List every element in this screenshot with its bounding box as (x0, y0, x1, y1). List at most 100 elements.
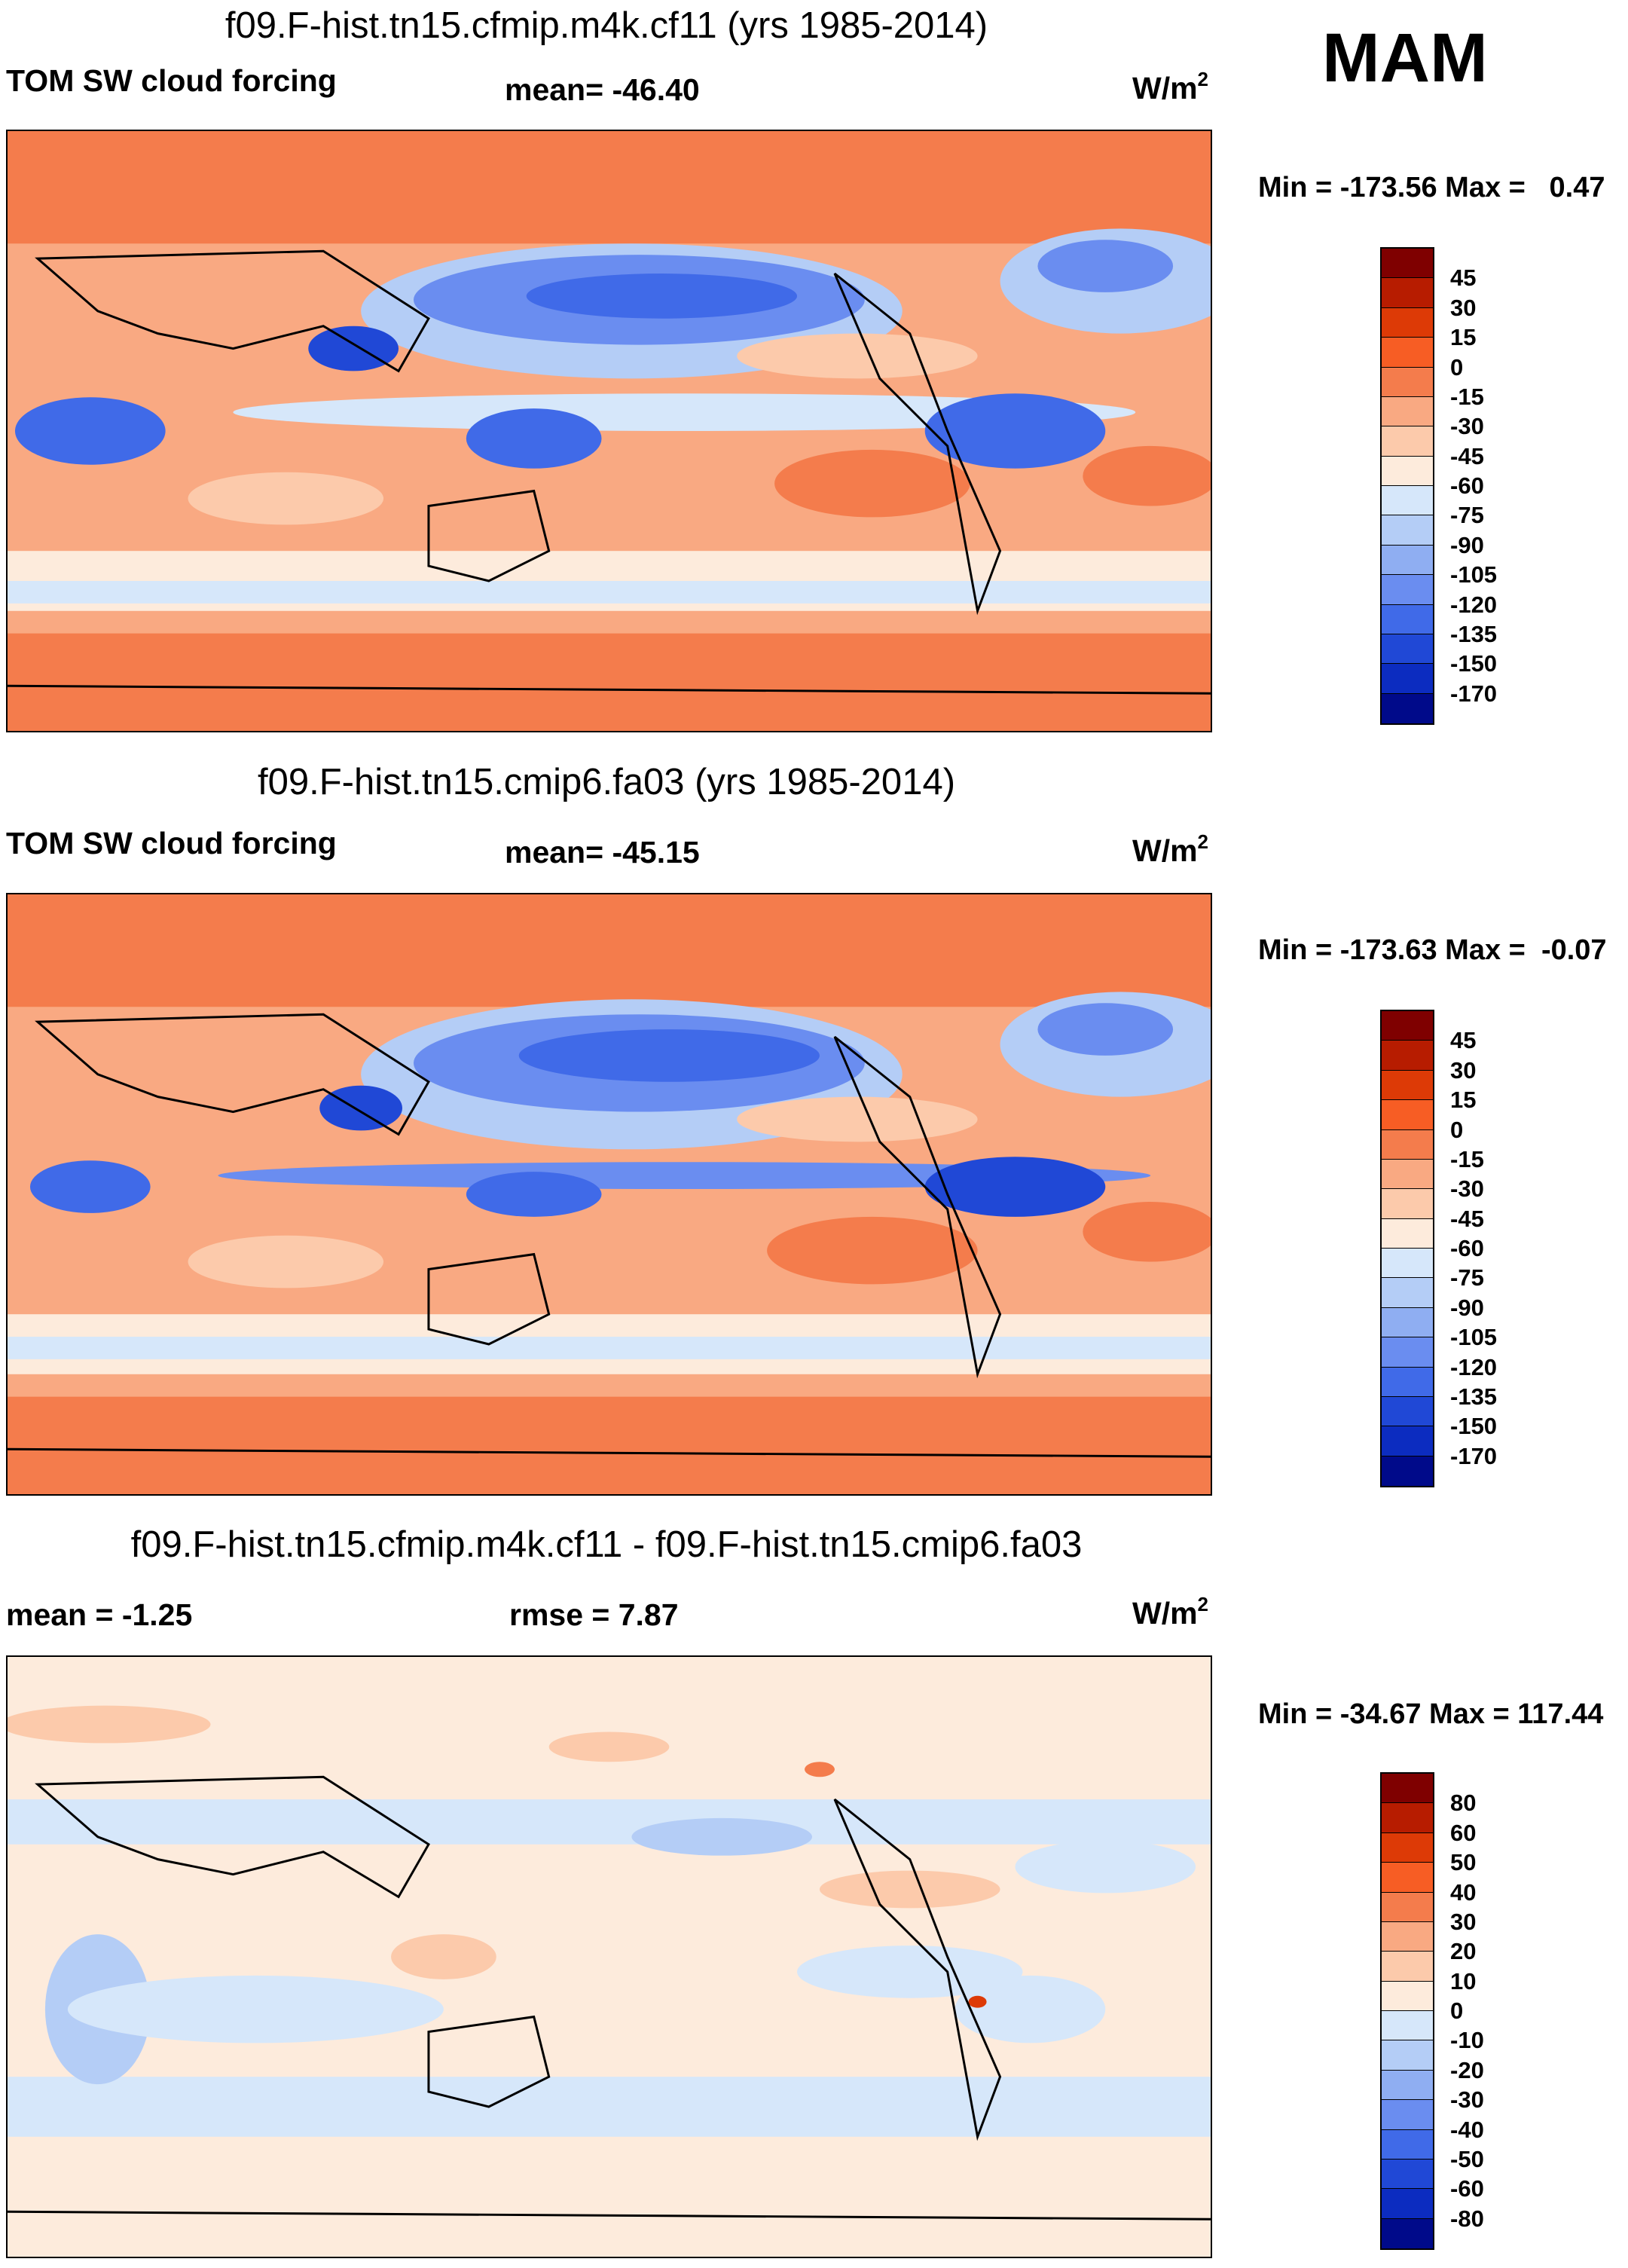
colorbar-tick-label: -150 (1450, 650, 1498, 677)
colorbar-tick-label: -30 (1450, 413, 1484, 440)
panel-3-title: f09.F-hist.tn15.cfmip.m4k.cf11 - f09.F-h… (130, 1524, 1083, 1565)
colorbar-tick-label: -30 (1450, 1175, 1484, 1203)
colorbar-swatch (1382, 1456, 1433, 1486)
colorbar-swatch (1382, 1892, 1433, 1922)
colorbar-tick-label: -15 (1450, 383, 1484, 410)
colorbar-tick-label: -135 (1450, 1383, 1498, 1410)
colorbar-swatch (1382, 575, 1433, 605)
panel-3-mean-label: mean = -1.25 (6, 1597, 193, 1632)
colorbar-swatch (1382, 249, 1433, 279)
panel-1-mean-label: mean= -46.40 (505, 72, 700, 107)
colorbar-tick-label: -45 (1450, 1205, 1484, 1232)
colorbar-tick-label: -60 (1450, 2175, 1484, 2202)
colorbar-tick-label: -15 (1450, 1145, 1484, 1172)
season-label: MAM (1322, 20, 1488, 96)
colorbar-swatch (1382, 1307, 1433, 1338)
colorbar-swatch (1382, 307, 1433, 338)
colorbar-swatch (1382, 2070, 1433, 2101)
colorbar-swatch (1382, 2159, 1433, 2190)
colorbar-swatch (1382, 1981, 1433, 2011)
colorbar-swatch (1382, 1337, 1433, 1368)
colorbar-swatch (1382, 1426, 1433, 1456)
colorbar-swatch (1382, 604, 1433, 634)
colorbar-tick-label: 15 (1450, 324, 1477, 351)
colorbar-tick-label: -10 (1450, 2027, 1484, 2054)
colorbar-swatch (1382, 1832, 1433, 1863)
colorbar-tick-label: -90 (1450, 531, 1484, 558)
colorbar-tick-label: -120 (1450, 591, 1498, 618)
colorbar-tick-label: -170 (1450, 680, 1498, 707)
colorbar-tick-label: 30 (1450, 294, 1477, 321)
panel-3-rmse-label: rmse = 7.87 (509, 1597, 679, 1632)
colorbar-swatch (1382, 1774, 1433, 1804)
colorbar-tick-label: 45 (1450, 264, 1477, 292)
colorbar-swatch (1382, 1159, 1433, 1190)
colorbar-tick-label: 0 (1450, 1997, 1464, 2024)
colorbar-tick-label: 10 (1450, 1967, 1477, 1994)
panel-2-mean-label: mean= -45.15 (505, 835, 700, 870)
colorbar-swatch (1382, 1129, 1433, 1160)
colorbar-tick-label: -40 (1450, 2116, 1484, 2143)
colorbar-swatch (1382, 1011, 1433, 1041)
colorbar-tick-label: 30 (1450, 1908, 1477, 1935)
colorbar-tick-label: 80 (1450, 1790, 1477, 1817)
colorbar-tick-label: 0 (1450, 353, 1464, 381)
colorbar-tick-label: 20 (1450, 1938, 1477, 1965)
colorbar-swatch (1382, 396, 1433, 427)
panel-3-contour-map (8, 1657, 1211, 2257)
colorbar-swatch (1382, 2011, 1433, 2041)
colorbar-tick-label: -75 (1450, 1264, 1484, 1291)
colorbar-swatch (1382, 426, 1433, 457)
colorbar-swatch (1382, 338, 1433, 368)
colorbar-swatch (1382, 1396, 1433, 1427)
colorbar-tick-label: 15 (1450, 1087, 1477, 1114)
panel-1-variable-label: TOM SW cloud forcing (6, 63, 337, 98)
panel-3-map (6, 1655, 1212, 2258)
colorbar-swatch (1382, 2100, 1433, 2130)
colorbar-swatch (1382, 1803, 1433, 1833)
panel-3-minmax: Min = -34.67 Max = 117.44 (1258, 1698, 1604, 1730)
colorbar-tick-label: 40 (1450, 1878, 1477, 1906)
colorbar-tick-label: -90 (1450, 1294, 1484, 1321)
panel-1-colorbar (1380, 247, 1434, 725)
panel-2-title: f09.F-hist.tn15.cmip6.fa03 (yrs 1985-201… (257, 762, 956, 802)
panel-1-units-label: W/m2 (1132, 68, 1209, 105)
colorbar-swatch (1382, 693, 1433, 723)
colorbar-swatch (1382, 2189, 1433, 2219)
colorbar-swatch (1382, 1218, 1433, 1249)
panel-2-map (6, 893, 1212, 1496)
colorbar-tick-label: -105 (1450, 1324, 1498, 1351)
colorbar-tick-label: -135 (1450, 620, 1498, 647)
panel-3-colorbar (1380, 1772, 1434, 2250)
colorbar-swatch (1382, 634, 1433, 665)
colorbar-tick-label: 60 (1450, 1819, 1477, 1846)
panel-2-contour-map (8, 894, 1211, 1494)
colorbar-tick-label: 0 (1450, 1116, 1464, 1143)
colorbar-tick-label: 50 (1450, 1849, 1477, 1876)
colorbar-tick-label: -50 (1450, 2145, 1484, 2172)
colorbar-swatch (1382, 1367, 1433, 1397)
colorbar-tick-label: -80 (1450, 2205, 1484, 2232)
colorbar-swatch (1382, 486, 1433, 516)
colorbar-tick-label: -170 (1450, 1442, 1498, 1469)
colorbar-swatch (1382, 278, 1433, 308)
colorbar-swatch (1382, 515, 1433, 546)
colorbar-swatch (1382, 456, 1433, 486)
colorbar-swatch (1382, 367, 1433, 397)
colorbar-swatch (1382, 1070, 1433, 1101)
colorbar-swatch (1382, 2129, 1433, 2159)
panel-1-title: f09.F-hist.tn15.cfmip.m4k.cf11 (yrs 1985… (224, 5, 988, 46)
panel-3-units-label: W/m2 (1132, 1593, 1209, 1631)
colorbar-swatch (1382, 1041, 1433, 1071)
colorbar-swatch (1382, 1249, 1433, 1279)
colorbar-tick-label: -105 (1450, 561, 1498, 588)
colorbar-tick-label: -120 (1450, 1353, 1498, 1380)
colorbar-tick-label: 30 (1450, 1056, 1477, 1084)
panel-2-units-label: W/m2 (1132, 830, 1209, 868)
colorbar-swatch (1382, 1189, 1433, 1219)
panel-2-minmax: Min = -173.63 Max = -0.07 (1258, 934, 1607, 966)
colorbar-swatch (1382, 2218, 1433, 2248)
colorbar-swatch (1382, 2040, 1433, 2071)
panel-1-minmax: Min = -173.56 Max = 0.47 (1258, 172, 1605, 203)
colorbar-swatch (1382, 1278, 1433, 1308)
